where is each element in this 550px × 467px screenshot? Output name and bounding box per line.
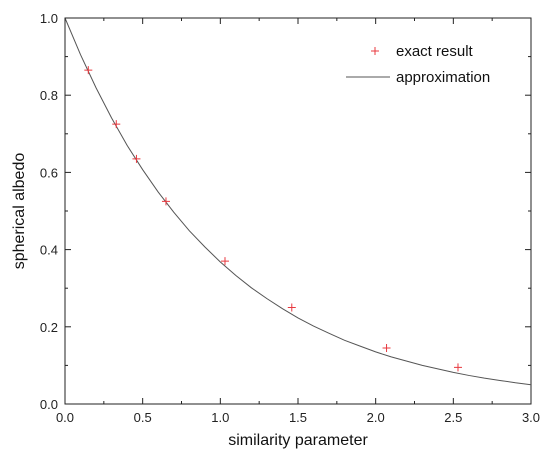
exact-result-point (220, 257, 229, 266)
legend-label-approximation: approximation (396, 69, 490, 86)
x-tick-label: 2.5 (444, 410, 462, 425)
y-tick-label: 0.4 (40, 243, 58, 258)
x-axis-ticks: 0.0 0.5 1.0 1.5 2.0 2.5 3.0 (56, 18, 540, 425)
y-tick-label: 1.0 (40, 11, 58, 26)
approximation-curve (64, 17, 532, 386)
legend-marker-exact-result (371, 47, 379, 55)
x-tick-label: 1.5 (289, 410, 307, 425)
y-tick-label: 0.2 (40, 320, 58, 335)
y-tick-label: 0.6 (40, 165, 58, 180)
x-tick-label: 0.0 (56, 410, 74, 425)
y-axis-ticks: 0.0 0.2 0.4 0.6 0.8 1.0 (40, 11, 531, 412)
x-tick-label: 3.0 (522, 410, 540, 425)
x-axis-title: similarity parameter (228, 432, 368, 449)
exact-result-point (382, 344, 391, 353)
exact-result-point (112, 120, 121, 129)
legend-label-exact-result: exact result (396, 43, 474, 60)
exact-result-points (84, 66, 462, 372)
exact-result-point (287, 303, 296, 312)
y-tick-label: 0.8 (40, 88, 58, 103)
x-tick-label: 1.0 (211, 410, 229, 425)
y-axis-title: spherical albedo (11, 153, 28, 270)
exact-result-point (453, 363, 462, 372)
legend: exact result approximation (346, 43, 490, 86)
y-tick-label: 0.0 (40, 397, 58, 412)
x-tick-label: 2.0 (367, 410, 385, 425)
legend-plus-marker (371, 47, 379, 55)
exact-result-point (161, 197, 170, 206)
x-tick-label: 0.5 (134, 410, 152, 425)
exact-result-point (132, 154, 141, 163)
exact-result-point (84, 66, 93, 75)
